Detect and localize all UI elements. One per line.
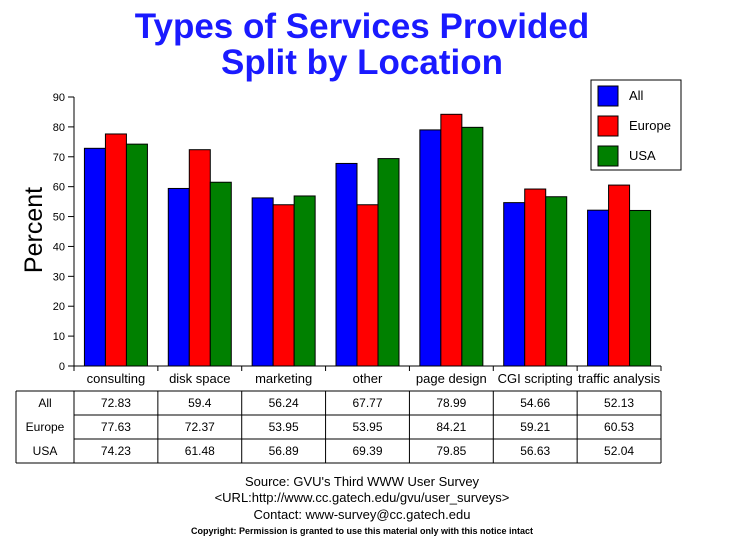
table-row-label: All: [38, 396, 51, 410]
table-cell: 67.77: [352, 396, 382, 410]
y-tick-label: 0: [59, 361, 65, 373]
table-cell: 78.99: [436, 396, 466, 410]
table-cell: 56.63: [520, 444, 550, 458]
bar-usa-cgi-scripting: [545, 196, 568, 367]
category-label: disk space: [169, 371, 230, 386]
legend-swatch-usa: [597, 145, 619, 167]
chart-title-line1: Types of Services Provided: [135, 7, 590, 46]
bar-europe-disk-space: [188, 149, 211, 367]
legend-label-europe: Europe: [629, 118, 671, 133]
table-cell: 52.04: [604, 444, 634, 458]
legend-label-all: All: [629, 88, 644, 103]
bar-all-consulting: [83, 147, 106, 367]
bar-usa-disk-space: [209, 181, 232, 367]
y-axis-label: Percent: [20, 187, 48, 273]
table-cell: 74.23: [101, 444, 131, 458]
bar-europe-other: [356, 204, 379, 367]
table-cell: 72.83: [101, 396, 131, 410]
legend-label-usa: USA: [629, 148, 656, 163]
bar-all-cgi-scripting: [503, 202, 526, 367]
y-tick-label: 60: [53, 182, 65, 194]
table-cell: 56.89: [269, 444, 299, 458]
bar-usa-marketing: [293, 195, 316, 367]
plot-axes: [73, 97, 662, 371]
bar-usa-traffic-analysis: [629, 209, 652, 367]
footer-copyright: Copyright: Permission is granted to use …: [191, 526, 533, 536]
bar-usa-other: [377, 158, 400, 367]
footer-contact: Contact: www-survey@cc.gatech.edu: [254, 507, 471, 522]
table-cell: 59.21: [520, 420, 550, 434]
y-tick-label: 40: [53, 241, 65, 253]
table-cell: 53.95: [352, 420, 382, 434]
bar-all-page-design: [419, 129, 442, 367]
bar-all-marketing: [251, 197, 274, 367]
footer-url: <URL:http://www.cc.gatech.edu/gvu/user_s…: [215, 490, 510, 505]
bar-series: [83, 113, 652, 367]
y-tick-label: 80: [53, 122, 65, 134]
table-row-label: Europe: [26, 420, 65, 434]
bar-europe-cgi-scripting: [524, 188, 547, 367]
table-cell: 77.63: [101, 420, 131, 434]
bar-europe-page-design: [440, 113, 463, 367]
table-cell: 79.85: [436, 444, 466, 458]
legend-swatch-all: [597, 85, 619, 107]
category-label: page design: [416, 371, 487, 386]
category-label: CGI scripting: [498, 371, 573, 386]
table-cell: 56.24: [269, 396, 299, 410]
table-cell: 61.48: [185, 444, 215, 458]
y-axis-ticks: 0 10 20 30 40 50 60 70 80 90: [53, 92, 74, 373]
table-cell: 59.4: [188, 396, 212, 410]
legend-swatch-europe: [597, 115, 619, 137]
y-tick-label: 30: [53, 271, 65, 283]
category-label: marketing: [255, 371, 312, 386]
bar-all-traffic-analysis: [587, 209, 610, 367]
category-labels: consulting disk space marketing other page d…: [87, 371, 661, 386]
bar-usa-page-design: [461, 126, 484, 367]
table-cell: 54.66: [520, 396, 550, 410]
table-row-label: USA: [33, 444, 58, 458]
y-tick-label: 10: [53, 331, 65, 343]
table-cell: 69.39: [352, 444, 382, 458]
table-cell: 52.13: [604, 396, 634, 410]
footer-source: Source: GVU's Third WWW User Survey: [245, 474, 480, 489]
y-tick-label: 50: [53, 212, 65, 224]
table-cell: 60.53: [604, 420, 634, 434]
y-tick-label: 70: [53, 152, 65, 164]
data-table: All 72.83 59.4 56.24 67.77 78.99 54.66 52.13 Eur…: [15, 390, 662, 464]
legend: All Europe USA: [590, 79, 682, 171]
category-label: other: [353, 371, 383, 386]
y-tick-label: 20: [53, 301, 65, 313]
table-cell: 72.37: [185, 420, 215, 434]
bar-all-other: [335, 162, 358, 367]
category-label: consulting: [87, 371, 146, 386]
bar-all-disk-space: [167, 187, 190, 367]
y-tick-label: 90: [53, 92, 65, 104]
bar-europe-consulting: [104, 133, 127, 367]
bar-usa-consulting: [125, 143, 148, 367]
bar-europe-traffic-analysis: [608, 184, 631, 367]
bar-europe-marketing: [272, 204, 295, 367]
chart-title-line2: Split by Location: [221, 43, 503, 82]
category-label: traffic analysis: [578, 371, 661, 386]
table-cell: 84.21: [436, 420, 466, 434]
table-cell: 53.95: [269, 420, 299, 434]
